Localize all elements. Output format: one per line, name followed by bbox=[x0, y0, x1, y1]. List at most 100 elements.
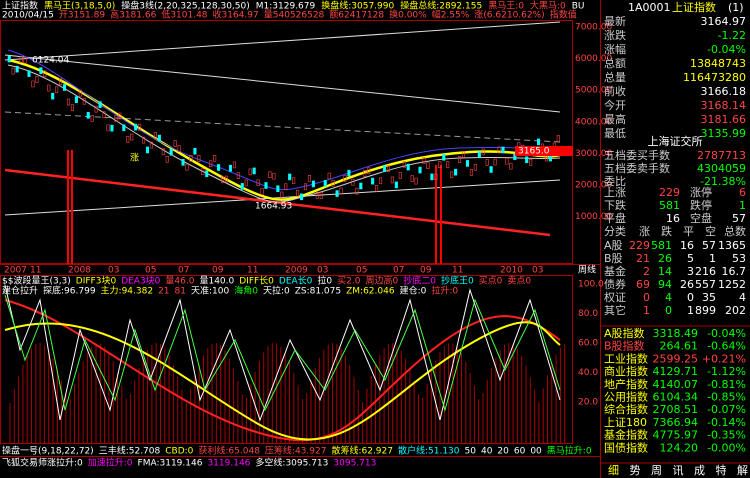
quote-label: 最低 bbox=[604, 127, 626, 140]
candle bbox=[311, 180, 315, 188]
index-change: -1.12% bbox=[707, 365, 746, 378]
quote-label: 总额 bbox=[604, 56, 626, 70]
candle bbox=[256, 179, 260, 187]
index-value: 2708.51 bbox=[653, 403, 699, 416]
indicator-text: $$波段量王(3,3) bbox=[2, 275, 71, 287]
table-cell: 53 bbox=[732, 252, 746, 265]
trend-line bbox=[4, 21, 561, 61]
quote-label: 前收 bbox=[604, 84, 626, 98]
indicator-text: ZS:81.075 bbox=[295, 287, 341, 297]
candle bbox=[288, 173, 292, 181]
indicator-lines bbox=[4, 284, 561, 442]
x-tick-label: 11 bbox=[452, 266, 463, 276]
candle bbox=[252, 167, 256, 175]
quote-value: 13848743 bbox=[690, 57, 746, 70]
candle bbox=[98, 101, 102, 108]
candle bbox=[260, 188, 264, 195]
header-text: 额62417128 bbox=[329, 9, 384, 21]
candle bbox=[378, 177, 383, 185]
breadth-cell: 581 bbox=[659, 199, 680, 212]
candle bbox=[228, 164, 232, 172]
candle bbox=[489, 166, 493, 173]
candle bbox=[221, 176, 225, 184]
table-header: 分类 bbox=[604, 224, 626, 238]
panel-tab[interactable]: 讯 bbox=[673, 464, 684, 477]
table-cell: 557 bbox=[695, 278, 716, 291]
index-name: 基金指数 bbox=[604, 428, 648, 442]
panel-tab[interactable]: 细 bbox=[608, 464, 619, 477]
candle bbox=[138, 123, 142, 131]
quote-value: -0.04% bbox=[707, 43, 746, 56]
index-change: -0.04% bbox=[707, 327, 746, 340]
candle bbox=[323, 180, 327, 187]
candle bbox=[43, 70, 47, 78]
table-cell: A股 bbox=[604, 239, 623, 252]
breadth-cell: 平盘 bbox=[604, 211, 626, 225]
candle bbox=[224, 175, 229, 183]
footer-text: CBD:0 bbox=[165, 447, 193, 457]
candle bbox=[130, 133, 134, 141]
panel-tab[interactable]: 周 bbox=[651, 464, 662, 477]
x-tick-label: 2008 bbox=[68, 266, 91, 276]
main-pane bbox=[0, 20, 573, 264]
trend-lines bbox=[4, 21, 561, 264]
ma-line bbox=[7, 49, 561, 191]
candle bbox=[90, 115, 94, 122]
indicator-text: 天准:100 bbox=[191, 286, 229, 297]
index-change: -0.07% bbox=[707, 403, 746, 416]
breadth-cell: 涨停 bbox=[690, 185, 712, 199]
candle bbox=[375, 184, 379, 192]
index-value: 4140.07 bbox=[653, 378, 699, 391]
signal-spike bbox=[435, 165, 442, 264]
candle bbox=[244, 179, 248, 187]
annotation: 6124.04 bbox=[32, 56, 69, 66]
header-text: 高3181.66 bbox=[110, 9, 156, 21]
x-tick-label: 09 bbox=[212, 266, 224, 276]
candle bbox=[27, 70, 31, 77]
panel-tab[interactable]: 解 bbox=[737, 463, 748, 477]
candle bbox=[481, 148, 485, 156]
candle bbox=[355, 187, 359, 195]
index-name: 上证180 bbox=[604, 416, 647, 429]
header-text: 量540526528 bbox=[264, 10, 325, 21]
index-value: 3318.49 bbox=[653, 327, 699, 340]
candle bbox=[394, 181, 398, 189]
panel-tab[interactable]: 成 bbox=[694, 464, 705, 477]
table-cell: 其它 bbox=[604, 303, 626, 317]
annotation: 涨 bbox=[130, 153, 139, 164]
candle bbox=[382, 165, 387, 172]
lower-pane bbox=[0, 275, 573, 444]
candle bbox=[343, 174, 347, 182]
order-label: 五档委买手数 bbox=[604, 148, 670, 162]
candle bbox=[11, 67, 15, 75]
indicator-text: 拉0 bbox=[317, 275, 332, 287]
footer-text: 00 bbox=[530, 447, 542, 457]
panel-code: 1A0001 bbox=[628, 1, 671, 14]
candle bbox=[461, 151, 466, 158]
candle bbox=[62, 84, 67, 91]
candle bbox=[418, 166, 422, 174]
y-tick-label: 3000.00 bbox=[575, 149, 612, 159]
index-value: 4129.71 bbox=[653, 365, 699, 378]
period-label: 周线 bbox=[578, 264, 596, 276]
price-tag: 3165.0 bbox=[518, 147, 550, 157]
quote-label: 涨幅 bbox=[604, 43, 626, 56]
signal-spike bbox=[67, 150, 73, 264]
table-cell: 4 bbox=[665, 291, 672, 304]
header-text: 大黑马:0 bbox=[530, 0, 566, 12]
candle bbox=[319, 192, 323, 199]
table-cell: 1 bbox=[687, 304, 694, 317]
table-cell: 202 bbox=[725, 304, 746, 317]
candle bbox=[410, 175, 414, 182]
indicator-text: 81 bbox=[175, 287, 186, 297]
header-text: 黑马王:0 bbox=[488, 1, 524, 12]
panel-tab[interactable]: 势 bbox=[630, 464, 641, 477]
x-tick-label: 05 bbox=[145, 266, 156, 276]
panel-tab[interactable]: 特 bbox=[716, 463, 727, 477]
candle bbox=[477, 151, 481, 158]
candle bbox=[15, 65, 19, 73]
table-cell: 94 bbox=[658, 278, 672, 291]
panel-page: (1) bbox=[728, 1, 744, 14]
breadth-cell: 229 bbox=[659, 186, 680, 199]
indicator-text: 量46.0 bbox=[165, 276, 194, 287]
